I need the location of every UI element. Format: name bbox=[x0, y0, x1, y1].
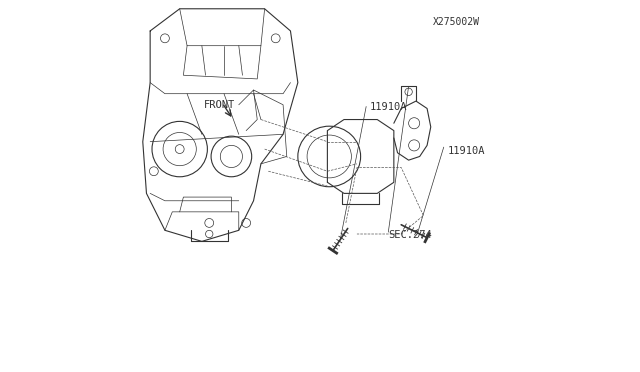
Text: 11910A: 11910A bbox=[447, 146, 485, 156]
Text: X275002W: X275002W bbox=[433, 17, 480, 27]
Text: 11910A: 11910A bbox=[370, 102, 407, 112]
Text: SEC.274: SEC.274 bbox=[388, 230, 432, 240]
Text: FRONT: FRONT bbox=[204, 100, 235, 110]
